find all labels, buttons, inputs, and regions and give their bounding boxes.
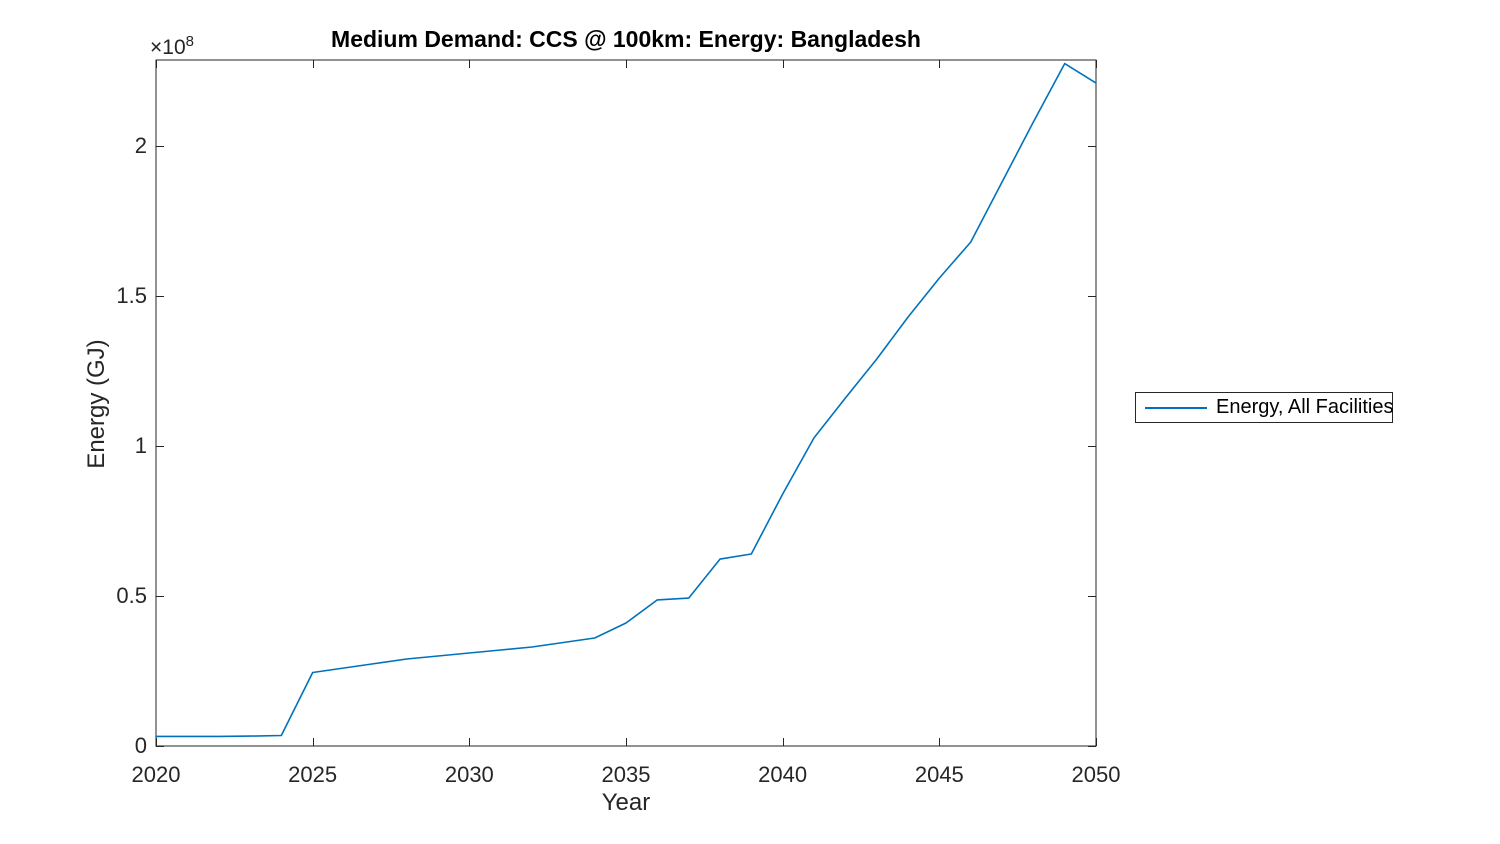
y-tick-label: 1.5 [116,283,147,309]
x-tick-label: 2020 [131,762,181,787]
exponent-base: ×10 [150,36,186,59]
x-tick-label: 2050 [1071,762,1121,787]
legend: Energy, All Facilities [1135,392,1393,423]
y-axis-label: Energy (GJ) [83,339,110,469]
y-axis-exponent-label: ×108 [150,33,194,60]
exponent-power: 8 [185,33,194,50]
x-tick-label: 2035 [601,762,651,787]
x-tick-label: 2025 [288,762,338,787]
y-tick-label: 1 [134,433,147,459]
x-axis-label: Year [601,789,651,816]
x-tick-label: 2040 [758,762,808,787]
tick-marks [156,60,1097,747]
x-tick-label: 2045 [914,762,964,787]
chart-title: Medium Demand: CCS @ 100km: Energy: Bang… [331,26,921,52]
series-line [155,62,1097,738]
legend-entry-label: Energy, All Facilities [1216,396,1394,418]
y-tick-label: 0.5 [116,583,147,609]
y-tick-label: 0 [134,733,147,758]
axes-box [155,59,1097,747]
legend-line-sample [1145,406,1207,409]
x-tick-label: 2030 [444,762,494,787]
y-tick-label: 2 [134,133,147,159]
